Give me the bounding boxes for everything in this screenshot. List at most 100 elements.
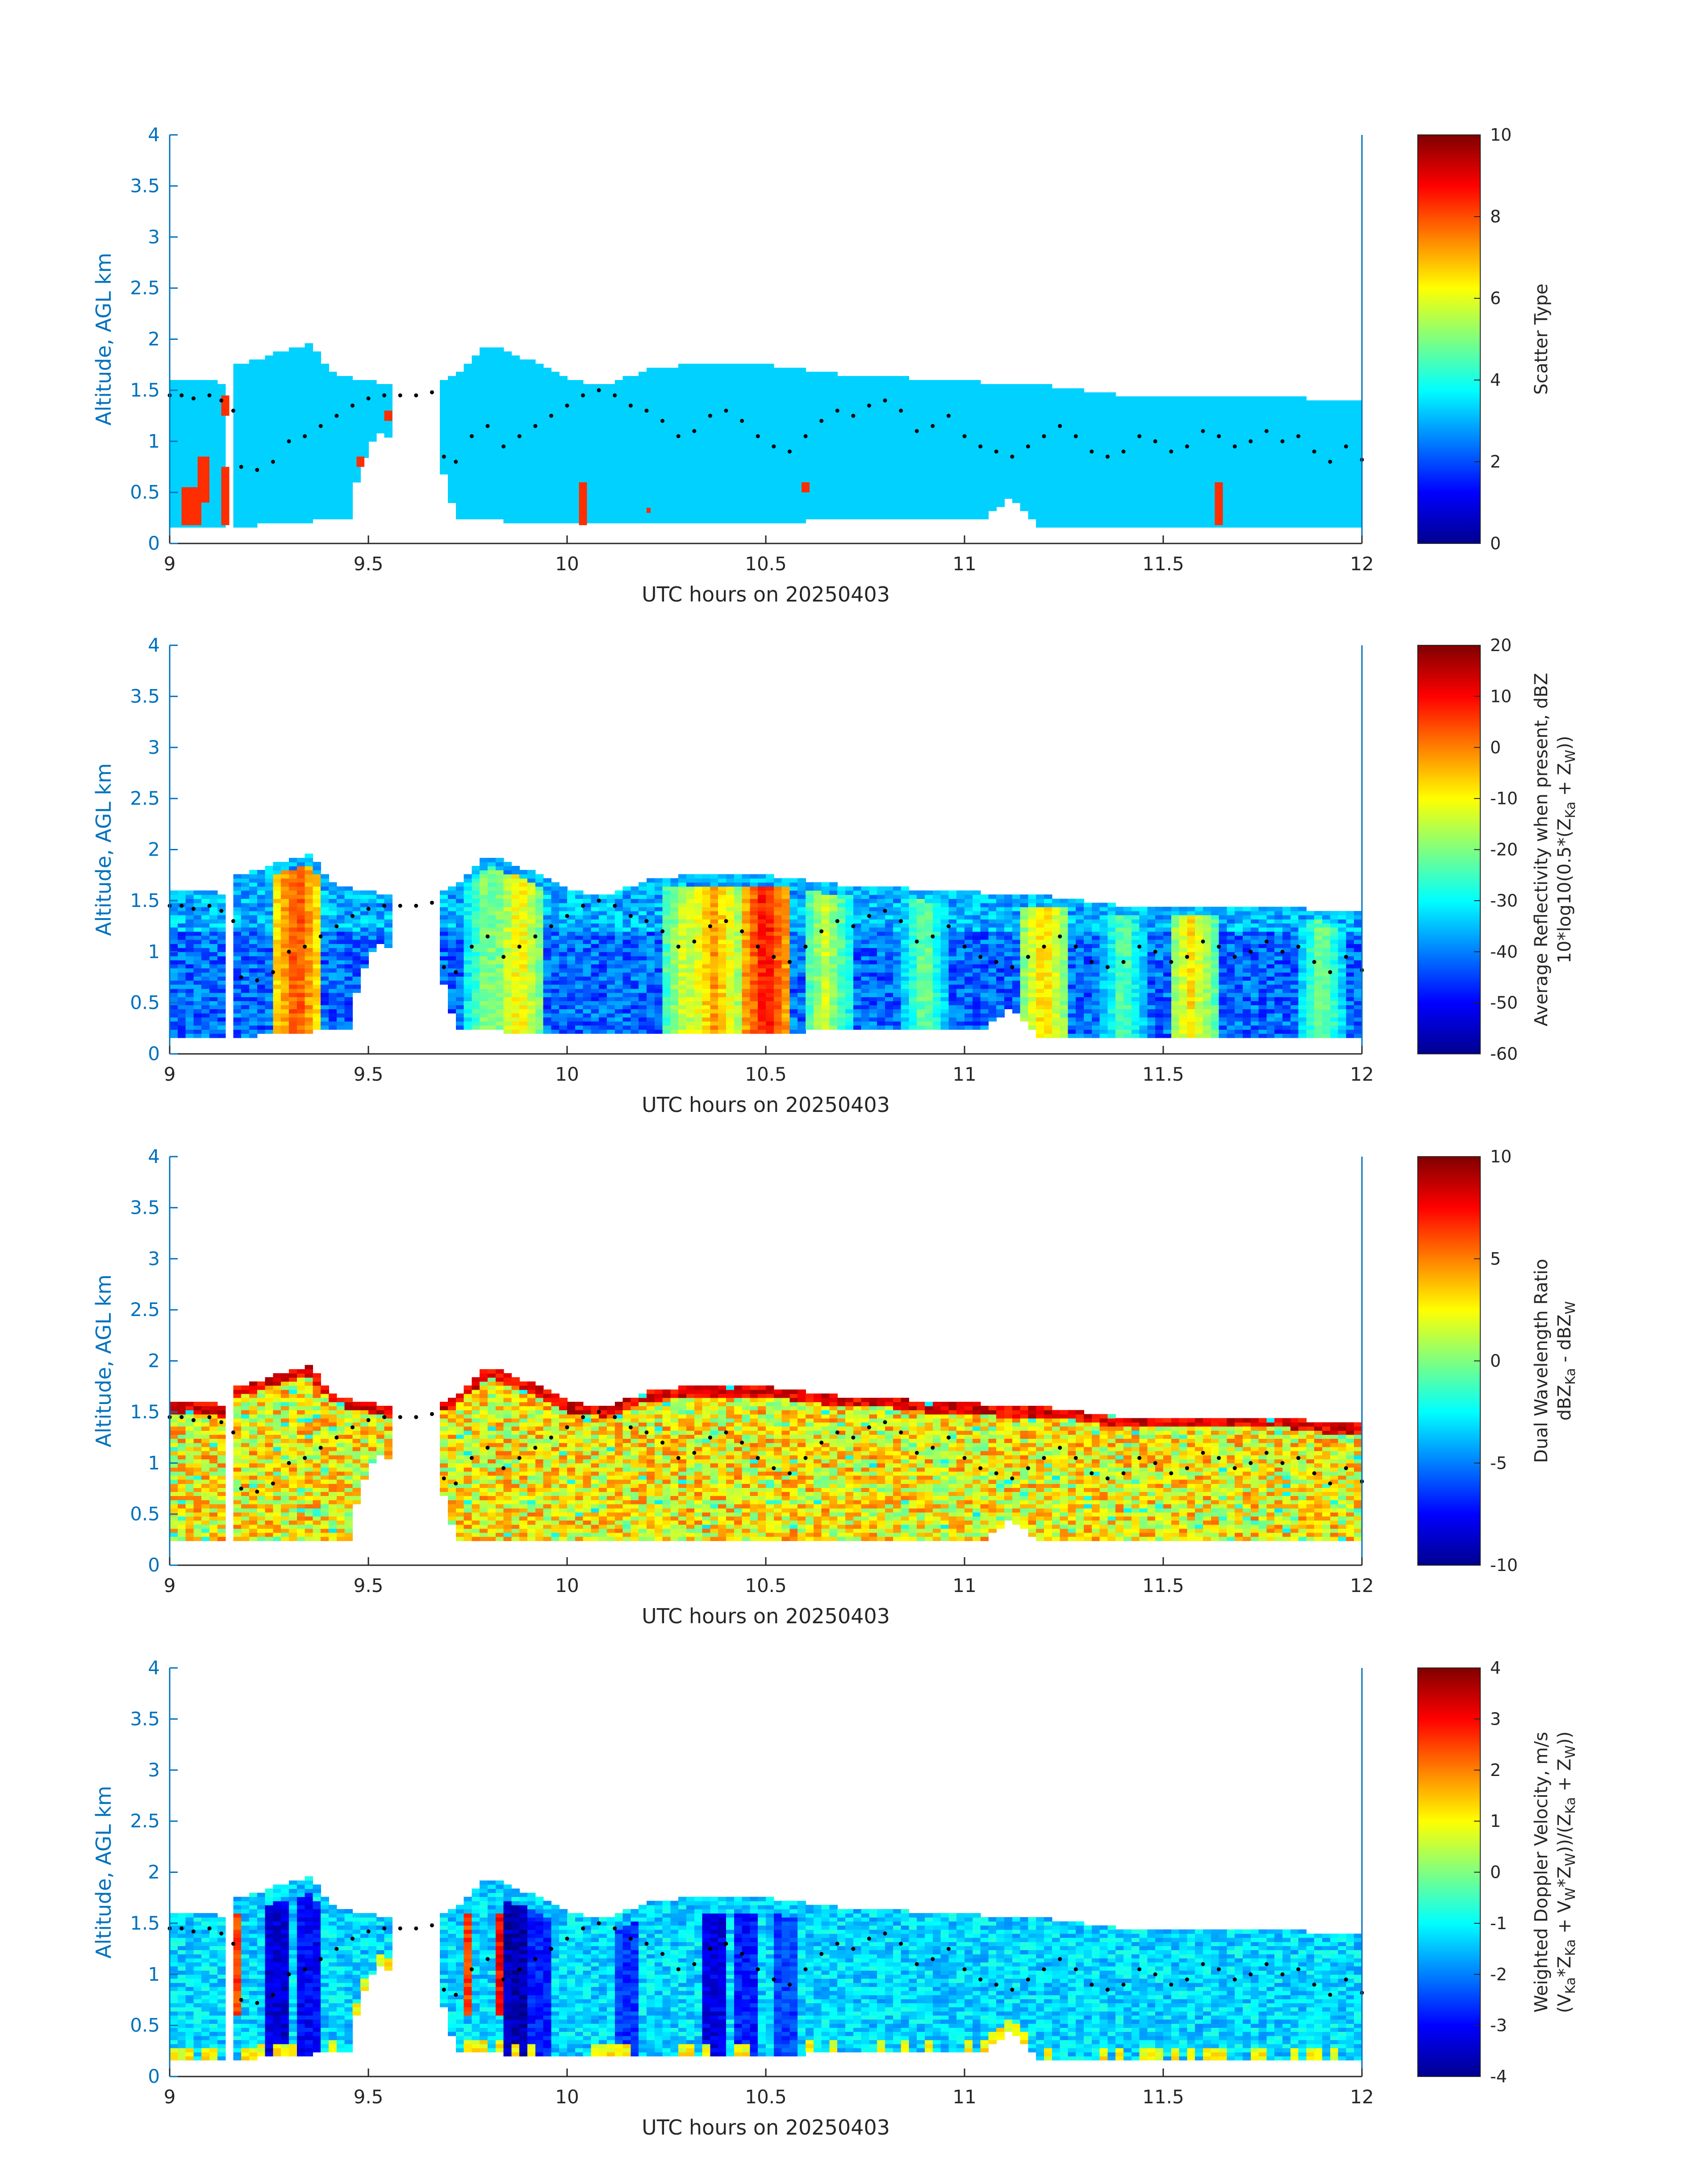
heatmap-cell [655, 425, 663, 430]
heatmap-cell [845, 466, 854, 470]
heatmap-cell [567, 462, 576, 466]
heatmap-cell [559, 409, 568, 413]
heatmap-cell [837, 466, 846, 470]
heatmap-cell [869, 470, 877, 474]
heatmap-cell [1203, 454, 1211, 458]
heatmap-cell [893, 384, 902, 389]
heatmap-cell [567, 388, 576, 393]
heatmap-cell [853, 397, 862, 401]
heatmap-cell [297, 511, 305, 515]
heatmap-cell [901, 380, 910, 384]
heatmap-cell [297, 507, 305, 511]
heatmap-cell [1187, 421, 1195, 426]
heatmap-cell [615, 445, 623, 450]
heatmap-cell [241, 450, 250, 454]
heatmap-cell [1084, 405, 1092, 409]
heatmap-cell [519, 397, 528, 401]
heatmap-cell [742, 433, 751, 438]
heatmap-cell [519, 482, 528, 487]
heatmap-cell [305, 397, 313, 401]
heatmap-cell [464, 417, 472, 421]
heatmap-cell [1322, 494, 1331, 499]
heatmap-cell [1274, 511, 1283, 515]
heatmap-cell [726, 450, 735, 454]
heatmap-cell [631, 503, 639, 507]
heatmap-cell [1266, 474, 1275, 479]
heatmap-cell [670, 486, 679, 491]
heatmap-cell [973, 511, 981, 515]
heatmap-cell [511, 507, 520, 511]
heatmap-cell [845, 384, 854, 389]
heatmap-cell [591, 503, 599, 507]
heatmap-cell [829, 462, 838, 466]
heatmap-cell [670, 515, 679, 519]
heatmap-cell [281, 351, 289, 356]
heatmap-cell [981, 405, 989, 409]
heatmap-cell [1171, 482, 1180, 487]
heatmap-cell [480, 450, 488, 454]
heatmap-cell [837, 458, 846, 462]
heatmap-cell [1132, 503, 1140, 507]
heatmap-cell [1092, 498, 1100, 503]
heatmap-cell [1084, 441, 1092, 446]
heatmap-cell [806, 417, 814, 421]
heatmap-cell [1211, 397, 1219, 401]
heatmap-cell [678, 515, 687, 519]
heatmap-cell [1354, 405, 1362, 409]
heatmap-cell [631, 494, 639, 499]
heatmap-cell [742, 450, 751, 454]
heatmap-cell [1115, 421, 1124, 426]
heatmap-cell [623, 462, 631, 466]
heatmap-cell [1306, 454, 1315, 458]
heatmap-cell [1060, 507, 1069, 511]
heatmap-cell [313, 376, 321, 380]
heatmap-cell [559, 511, 568, 515]
heatmap-cell [178, 380, 186, 384]
heatmap-cell [575, 409, 584, 413]
heatmap-cell [1179, 413, 1188, 417]
heatmap-cell [535, 511, 544, 515]
heatmap-cell [297, 490, 305, 495]
heatmap-cell [996, 466, 1005, 470]
heatmap-cell [1084, 437, 1092, 442]
heatmap-cell [686, 392, 695, 397]
heatmap-cell [456, 482, 464, 487]
heatmap-cell [591, 458, 599, 462]
heatmap-cell [1115, 458, 1124, 462]
heatmap-cell [535, 368, 544, 372]
heatmap-cell [1155, 409, 1164, 413]
heatmap-cell [1330, 511, 1339, 515]
heatmap-cell [1044, 413, 1052, 417]
heatmap-cell [1044, 478, 1052, 483]
heatmap-cell [789, 392, 798, 397]
heatmap-cell [448, 405, 456, 409]
heatmap-cell [1132, 470, 1140, 474]
heatmap-cell [1100, 474, 1108, 479]
heatmap-cell [504, 409, 512, 413]
heatmap-cell [925, 409, 933, 413]
heatmap-cell [519, 466, 528, 470]
heatmap-cell [249, 417, 258, 421]
heatmap-cell [782, 413, 790, 417]
heatmap-cell [853, 376, 862, 380]
heatmap-cell [1028, 433, 1036, 438]
heatmap-cell [559, 376, 568, 380]
heatmap-cell [893, 470, 902, 474]
heatmap-cell [981, 401, 989, 405]
heatmap-cell [869, 421, 877, 426]
heatmap-cell [678, 364, 687, 368]
heatmap-cell [885, 392, 894, 397]
heatmap-cell [472, 376, 480, 380]
heatmap-cell [511, 441, 520, 446]
heatmap-cell [1012, 409, 1021, 413]
heatmap-cell [1036, 450, 1044, 454]
heatmap-cell [1115, 486, 1124, 491]
heatmap-cell [623, 437, 631, 442]
heatmap-cell [329, 450, 337, 454]
heatmap-cell [623, 466, 631, 470]
heatmap-cell [607, 503, 615, 507]
heatmap-cell [1299, 494, 1307, 499]
heatmap-cell [861, 388, 870, 393]
heatmap-cell [829, 372, 838, 376]
heatmap-cell [1060, 417, 1069, 421]
